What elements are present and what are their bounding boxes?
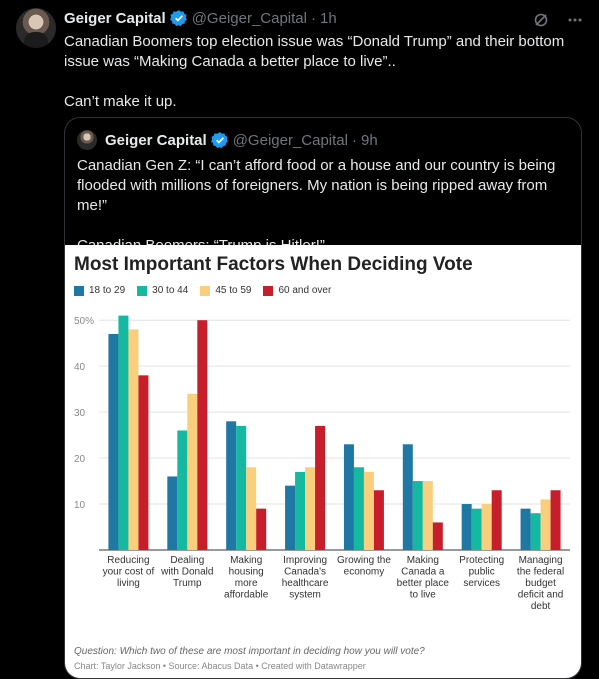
bar-3 <box>363 471 374 550</box>
legend-item: 30 to 44 <box>137 285 188 296</box>
quoted-handle: @Geiger_Capital <box>232 131 348 149</box>
x-category-label: Improving Canada's healthcare system <box>282 555 329 601</box>
x-category-label: Protecting public services <box>459 555 504 589</box>
author-avatar[interactable] <box>16 8 56 48</box>
bar-2 <box>412 481 423 550</box>
quoted-text: Canadian Gen Z: “I can’t afford food or … <box>77 157 556 254</box>
bar-3 <box>305 467 316 550</box>
x-category-label: Making Canada a better place to live <box>397 555 450 601</box>
more-icon[interactable] <box>565 10 585 30</box>
bar-2 <box>353 467 364 550</box>
separator-dot: · <box>311 9 316 27</box>
y-tick-label: 40 <box>74 362 86 373</box>
bar-1 <box>285 485 296 550</box>
legend-swatch <box>74 285 84 296</box>
chart-credit: Chart: Taylor Jackson • Source: Abacus D… <box>74 661 366 671</box>
x-category-label: Growing the economy <box>337 555 391 578</box>
quoted-tweet[interactable]: Geiger Capital @Geiger_Capital · 9h Cana… <box>64 117 582 679</box>
bar-2 <box>295 471 306 550</box>
legend-item: 45 to 59 <box>200 285 251 296</box>
legend-label: 30 to 44 <box>152 285 189 296</box>
tweet-text: Canadian Boomers top election issue was … <box>64 33 565 110</box>
y-tick-label: 50% <box>74 316 94 327</box>
y-tick-label: 20 <box>74 454 86 465</box>
bar-2 <box>177 430 188 550</box>
chart-title: Most Important Factors When Deciding Vot… <box>74 254 473 275</box>
x-category-label: Reducing your cost of living <box>103 555 155 589</box>
bar-2 <box>471 508 482 550</box>
chart-image[interactable]: Most Important Factors When Deciding Vot… <box>65 245 581 678</box>
tweet-header: Geiger Capital @Geiger_Capital · 1h <box>64 9 337 27</box>
bar-4 <box>432 522 443 550</box>
bar-4 <box>315 425 326 550</box>
bar-3 <box>246 467 257 550</box>
x-category-label: Managing the federal budget deficit and debt <box>517 555 564 612</box>
x-category-label: Dealing with Donald Trump <box>160 555 213 589</box>
y-tick-label: 10 <box>74 500 86 511</box>
bar-4 <box>550 490 561 550</box>
bar-1 <box>108 333 119 550</box>
tweet-time[interactable]: 1h <box>320 9 337 27</box>
legend-label: 18 to 29 <box>89 285 126 296</box>
bar-3 <box>422 481 433 550</box>
x-category-label: Making housing more affordable <box>224 555 269 601</box>
bar-1 <box>167 476 178 550</box>
legend-label: 60 and over <box>278 285 332 296</box>
chart-question: Question: Which two of these are most im… <box>74 646 425 657</box>
y-tick-label: 30 <box>74 408 86 419</box>
legend-item: 60 and over <box>263 285 331 296</box>
bar-4 <box>491 490 502 550</box>
bar-2 <box>118 315 129 550</box>
bar-3 <box>481 504 492 550</box>
bar-3 <box>128 329 139 550</box>
grok-icon[interactable] <box>531 10 551 30</box>
tweet-actions <box>531 10 585 30</box>
quoted-header: Geiger Capital @Geiger_Capital · 9h <box>77 130 378 150</box>
bar-2 <box>530 513 541 550</box>
legend-swatch <box>200 285 211 296</box>
quoted-avatar <box>77 130 97 150</box>
bar-3 <box>187 393 198 550</box>
bar-chart-plot: 50% 40 30 20 10 Reducing your cost of livingDea… <box>74 315 570 612</box>
verified-badge-icon <box>169 10 187 27</box>
author-handle[interactable]: @Geiger_Capital <box>191 9 307 27</box>
quoted-separator: · <box>352 131 357 149</box>
bar-3 <box>540 499 551 550</box>
legend-item: 18 to 29 <box>74 285 125 296</box>
bar-1 <box>461 504 472 550</box>
bar-1 <box>520 508 531 550</box>
author-name[interactable]: Geiger Capital <box>64 9 166 27</box>
bar-1 <box>402 444 413 550</box>
bar-4 <box>373 490 384 550</box>
chart-legend: 18 to 29 30 to 44 45 to 59 60 and over <box>74 285 331 296</box>
legend-swatch <box>137 285 148 296</box>
bar-4 <box>197 320 208 550</box>
quoted-time: 9h <box>361 131 378 149</box>
legend-swatch <box>263 285 274 296</box>
bar-1 <box>226 421 237 550</box>
bar-4 <box>256 508 267 550</box>
legend-label: 45 to 59 <box>215 285 252 296</box>
quoted-verified-badge-icon <box>210 132 228 149</box>
bar-1 <box>343 444 354 550</box>
bar-2 <box>236 425 247 550</box>
bar-4 <box>138 375 149 550</box>
quoted-author-name: Geiger Capital <box>105 131 207 149</box>
